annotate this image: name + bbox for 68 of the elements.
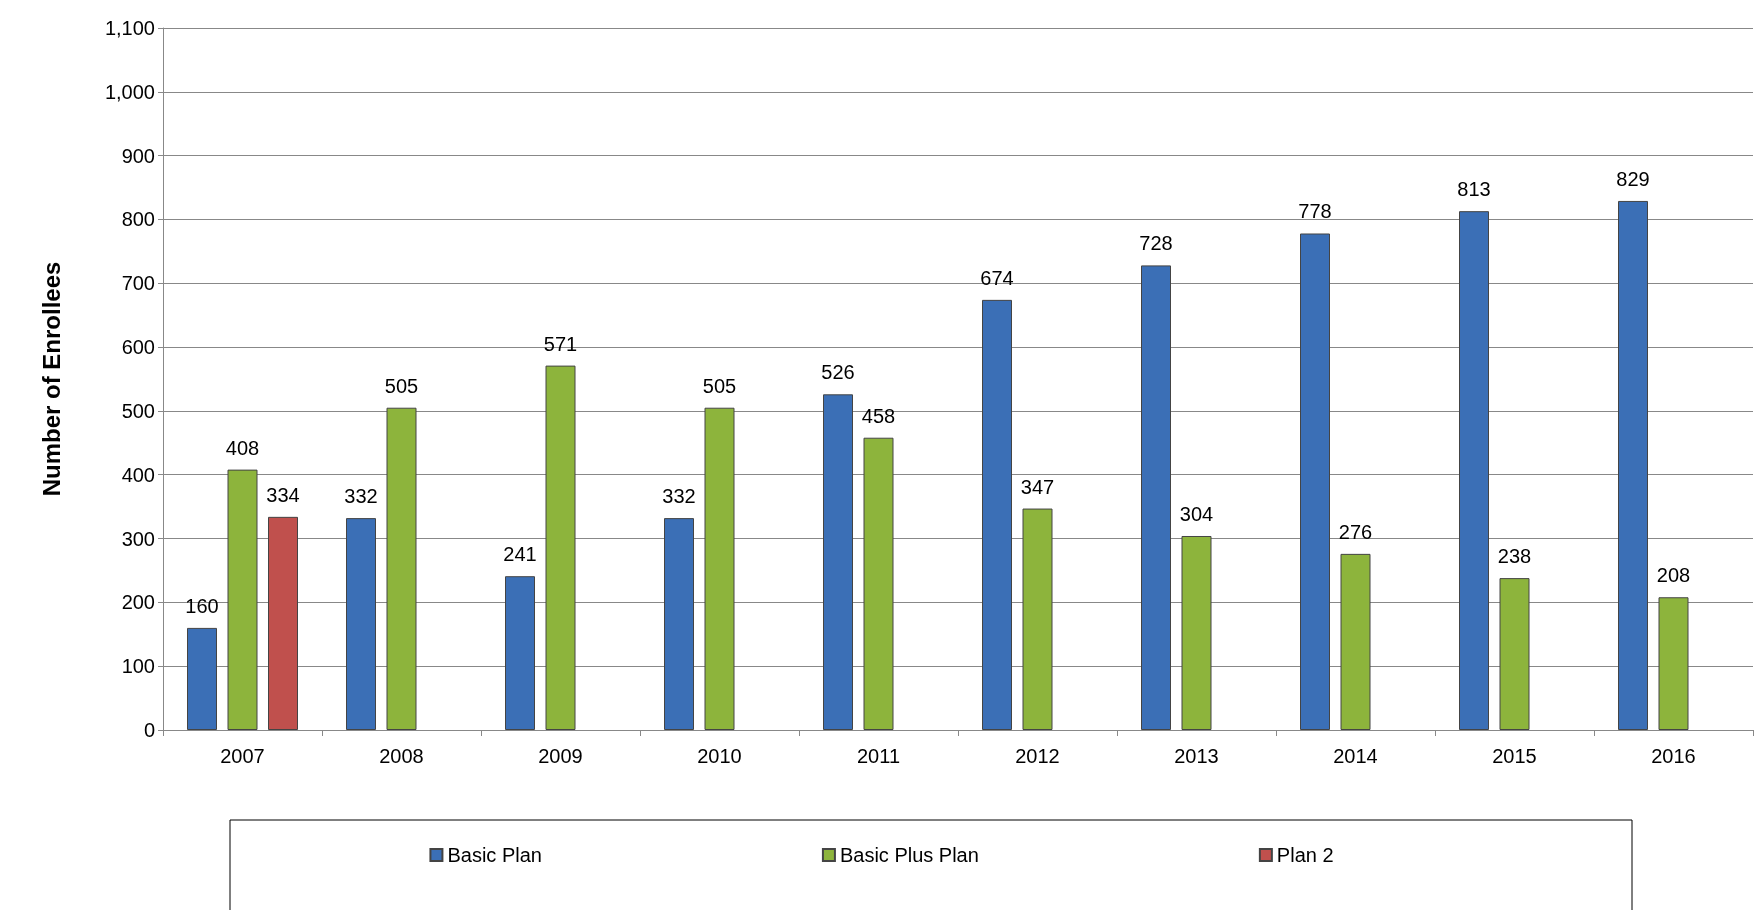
data-label: 332 <box>662 485 696 508</box>
y-tick-label: 500 <box>121 399 155 422</box>
data-label: 334 <box>266 483 300 506</box>
y-tick-label: 1,100 <box>104 17 155 39</box>
bar <box>268 516 298 730</box>
y-tick-label: 900 <box>121 144 155 167</box>
bar <box>1499 578 1530 730</box>
y-tick-label: 100 <box>121 655 155 678</box>
data-label: 778 <box>1298 200 1332 223</box>
data-label: 505 <box>384 374 419 397</box>
bar <box>386 407 417 730</box>
y-tick-label: 800 <box>121 208 155 231</box>
x-tick-label: 2011 <box>856 745 901 767</box>
legend-label: Basic Plus Plan <box>839 844 979 866</box>
data-label: 813 <box>1457 178 1491 201</box>
bar <box>823 394 853 730</box>
data-label: 347 <box>1020 475 1055 498</box>
data-label: 505 <box>702 374 737 397</box>
y-tick-label: 400 <box>121 463 155 486</box>
bar <box>664 518 694 730</box>
x-tick-label: 2012 <box>1015 745 1060 767</box>
bar <box>1181 535 1212 730</box>
bar <box>982 299 1012 730</box>
bar <box>505 576 535 730</box>
x-tick-label: 2015 <box>1492 745 1537 767</box>
data-label: 208 <box>1656 564 1691 587</box>
data-label: 276 <box>1338 520 1373 543</box>
bar <box>1618 200 1648 730</box>
data-label: 526 <box>821 361 855 384</box>
bar <box>187 627 217 730</box>
bar <box>1141 265 1171 730</box>
data-label: 238 <box>1497 545 1532 568</box>
y-tick-label: 700 <box>121 272 155 295</box>
data-label: 241 <box>503 543 537 566</box>
bar <box>1022 508 1053 730</box>
bar <box>863 437 894 730</box>
x-tick-label: 2016 <box>1651 745 1696 767</box>
bar <box>227 469 258 730</box>
legend-label: Basic Plan <box>447 844 542 866</box>
x-tick-label: 2014 <box>1333 745 1378 767</box>
legend-label: Plan 2 <box>1276 844 1334 866</box>
x-tick-label: 2013 <box>1174 745 1219 767</box>
bar <box>346 518 376 730</box>
bar <box>545 365 576 730</box>
bar <box>1459 211 1489 730</box>
bar <box>1658 597 1689 730</box>
data-label: 408 <box>225 436 260 459</box>
x-tick-label: 2010 <box>697 745 742 767</box>
bar <box>1300 233 1330 730</box>
data-label: 458 <box>861 404 896 427</box>
data-label: 332 <box>344 485 378 508</box>
y-tick-label: 600 <box>121 336 155 359</box>
bar <box>1340 553 1371 730</box>
bar <box>704 407 735 730</box>
x-tick-label: 2007 <box>220 745 265 767</box>
data-label: 160 <box>185 594 219 617</box>
x-tick-label: 2008 <box>379 745 424 767</box>
y-tick-label: 300 <box>121 527 155 550</box>
y-tick-label: 200 <box>121 591 155 614</box>
y-tick-label: 1,000 <box>104 80 155 103</box>
data-label: 304 <box>1179 502 1214 525</box>
x-tick-label: 2009 <box>538 745 583 767</box>
y-tick-label: 0 <box>143 719 155 741</box>
data-label: 829 <box>1616 167 1650 190</box>
data-label: 674 <box>980 266 1014 289</box>
data-label: 728 <box>1139 232 1173 255</box>
data-label: 571 <box>543 332 578 355</box>
y-axis-title: Number of Enrollees <box>37 261 65 497</box>
